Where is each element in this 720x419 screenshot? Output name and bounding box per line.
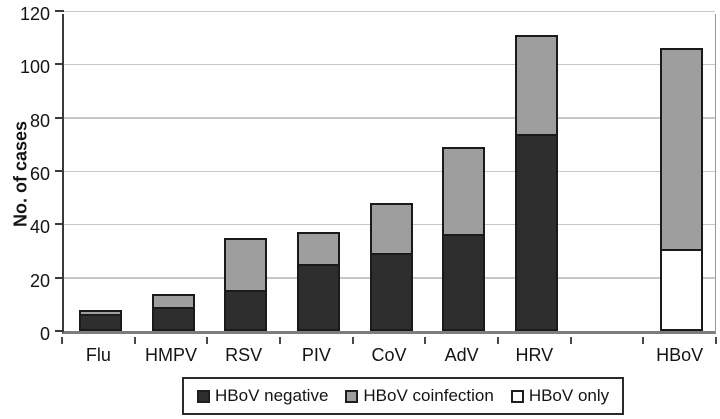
bar-hbov (660, 48, 704, 331)
legend-item-hbov-negative: HBoV negative (197, 386, 328, 406)
x-axis-label-adv: AdV (444, 345, 479, 365)
bar-segment-hbov-only (662, 248, 702, 329)
bar-cov (369, 203, 413, 331)
x-tick-mark-1 (133, 337, 136, 344)
bar-rsv (224, 238, 268, 331)
y-tick-label-100: 100 (19, 57, 50, 78)
bar-segment-hbov-negative (226, 289, 266, 329)
x-axis-label-hbov: HBoV (656, 345, 704, 365)
bar-segment-hbov-coinfection (226, 240, 266, 290)
y-tick-label-0: 0 (39, 324, 50, 344)
legend-item-hbov-coinfection: HBoV coinfection (345, 386, 494, 406)
bar-segment-hbov-negative (153, 307, 193, 329)
bar-segment-hbov-negative (80, 313, 120, 329)
y-tick-mark-120 (55, 10, 64, 12)
bar-hmpv (151, 294, 195, 331)
gridline-120 (64, 10, 715, 12)
bar-adv (442, 147, 486, 331)
x-tick-mark-0 (61, 337, 63, 344)
bar-segment-hbov-coinfection (516, 37, 556, 134)
bar-flu (78, 310, 122, 331)
legend-item-hbov-only: HBoV only (510, 386, 610, 406)
legend: HBoV negative HBoV coinfection HBoV only (182, 377, 625, 415)
legend-swatch-hbov-only (510, 389, 524, 403)
x-axis-label-cov: CoV (371, 345, 407, 365)
y-tick-mark-20 (55, 276, 64, 279)
bar-segment-hbov-coinfection (80, 312, 120, 314)
bar-segment-hbov-coinfection (371, 205, 411, 254)
gridline-60 (64, 170, 715, 172)
legend-label: HBoV negative (215, 386, 329, 405)
legend-swatch-hbov-coinfection (345, 389, 359, 403)
y-tick-mark-100 (55, 63, 64, 66)
y-tick-label-40: 40 (29, 217, 50, 238)
y-tick-label-80: 80 (29, 110, 50, 131)
x-tick-mark-6 (497, 337, 499, 344)
x-tick-mark-2 (206, 337, 209, 344)
bar-segment-hbov-coinfection (444, 149, 484, 235)
x-axis-label-piv: PIV (301, 345, 331, 365)
bar-segment-hbov-negative (298, 264, 338, 329)
bar-segment-hbov-coinfection (662, 50, 702, 249)
gridline-80 (64, 117, 715, 119)
x-tick-mark-7 (569, 337, 572, 344)
x-tick-mark-9 (715, 337, 717, 344)
x-axis-label-hmpv: HMPV (144, 345, 198, 365)
gridline-100 (64, 63, 715, 66)
x-axis-label-hrv: HRV (515, 345, 554, 365)
y-tick-label-120: 120 (19, 4, 50, 24)
bar-piv (296, 232, 340, 331)
x-axis-label-flu: Flu (85, 345, 111, 365)
x-axis-label-rsv: RSV (225, 345, 263, 365)
x-tick-mark-8 (642, 337, 645, 344)
legend-label: HBoV only (528, 386, 610, 405)
bar-segment-hbov-negative (444, 234, 484, 329)
y-tick-mark-80 (55, 116, 64, 119)
y-tick-label-60: 60 (29, 164, 50, 184)
legend-swatch-hbov-negative (197, 389, 210, 403)
x-tick-mark-3 (279, 337, 281, 344)
plot-area (55, 10, 716, 334)
y-tick-mark-60 (55, 170, 64, 172)
bar-segment-hbov-coinfection (298, 234, 338, 265)
y-tick-label-20: 20 (29, 270, 50, 291)
x-tick-mark-4 (351, 337, 354, 344)
bar-segment-hbov-negative (371, 253, 411, 329)
bar-segment-hbov-negative (516, 133, 556, 329)
x-tick-mark-5 (424, 337, 427, 344)
y-tick-mark-0 (55, 330, 64, 332)
y-tick-mark-40 (55, 223, 64, 226)
legend-label: HBoV coinfection (363, 386, 494, 405)
bar-segment-hbov-coinfection (153, 296, 193, 308)
bar-hrv (514, 35, 558, 331)
